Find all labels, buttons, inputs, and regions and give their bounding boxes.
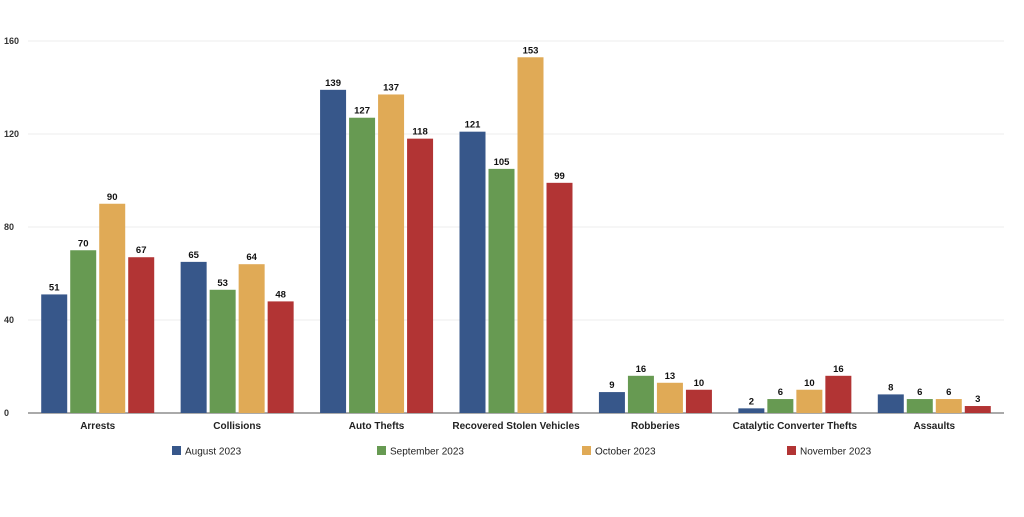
data-label: 16 (833, 364, 844, 375)
data-label: 153 (523, 45, 539, 56)
bar (546, 182, 573, 413)
bar (349, 117, 376, 413)
data-label: 118 (412, 127, 427, 138)
data-label: 99 (554, 171, 565, 182)
y-tick-label: 120 (4, 129, 19, 139)
x-category-label: Arrests (80, 421, 115, 432)
bars (41, 57, 991, 414)
bar (209, 289, 236, 413)
legend-label: August 2023 (185, 447, 242, 458)
bar (320, 89, 347, 413)
data-label: 137 (383, 82, 399, 93)
bar (267, 301, 294, 413)
data-label: 90 (107, 192, 118, 203)
data-label: 51 (49, 282, 60, 293)
bar (41, 294, 68, 413)
y-axis-ticks: 0 40 80 120 160 (4, 36, 19, 418)
data-label: 70 (78, 238, 89, 249)
bar (488, 168, 515, 413)
bar (517, 57, 544, 414)
bar (238, 264, 265, 413)
data-label: 16 (636, 364, 647, 375)
x-category-label: Assaults (913, 421, 955, 432)
bar (180, 261, 207, 413)
bar (128, 257, 155, 413)
bar (964, 406, 991, 413)
data-label: 3 (975, 394, 980, 405)
data-label: 127 (354, 106, 370, 117)
data-label: 6 (917, 387, 922, 398)
y-tick-label: 80 (4, 222, 14, 232)
x-axis-categories: Arrests Collisions Auto Thefts Recovered St… (80, 421, 955, 432)
legend-swatch (377, 446, 386, 455)
x-category-label: Recovered Stolen Vehicles (452, 421, 580, 432)
data-label: 2 (749, 396, 754, 407)
x-category-label: Auto Thefts (349, 421, 405, 432)
x-category-label: Collisions (213, 421, 261, 432)
x-category-label: Catalytic Converter Thefts (733, 421, 858, 432)
data-label: 53 (217, 278, 228, 289)
y-tick-label: 160 (4, 36, 19, 46)
data-label: 139 (325, 78, 341, 89)
gridlines (28, 40, 1004, 414)
bar (738, 408, 765, 413)
bar (825, 375, 852, 413)
legend-swatch (787, 446, 796, 455)
data-label: 8 (888, 382, 893, 393)
data-label: 6 (778, 387, 783, 398)
bar (598, 392, 625, 413)
bar (407, 138, 434, 413)
legend-label: October 2023 (595, 447, 656, 458)
data-label: 121 (465, 120, 482, 131)
bar (99, 203, 126, 413)
bar (459, 131, 486, 414)
bar (767, 399, 794, 413)
bar (685, 389, 712, 413)
bar (796, 389, 823, 413)
data-label: 13 (665, 371, 676, 382)
legend: August 2023 September 2023 October 2023 Nov… (172, 446, 872, 458)
bar (656, 382, 683, 413)
data-label: 10 (804, 378, 815, 389)
bar (877, 394, 904, 413)
data-label: 48 (275, 289, 286, 300)
bar (378, 94, 405, 413)
legend-swatch (172, 446, 181, 455)
bar (70, 250, 97, 413)
data-label: 9 (609, 380, 614, 391)
y-tick-label: 0 (4, 408, 9, 418)
legend-label: September 2023 (390, 447, 464, 458)
data-label: 105 (494, 157, 511, 168)
x-category-label: Robberies (631, 421, 680, 432)
data-label: 65 (188, 250, 199, 261)
data-label: 6 (946, 387, 951, 398)
data-label: 10 (694, 378, 705, 389)
data-label: 64 (246, 252, 257, 263)
legend-swatch (582, 446, 591, 455)
bar (935, 399, 962, 413)
y-tick-label: 40 (4, 315, 14, 325)
bar (906, 399, 933, 413)
data-label: 67 (136, 245, 147, 256)
bar (627, 375, 654, 413)
legend-label: November 2023 (800, 447, 872, 458)
